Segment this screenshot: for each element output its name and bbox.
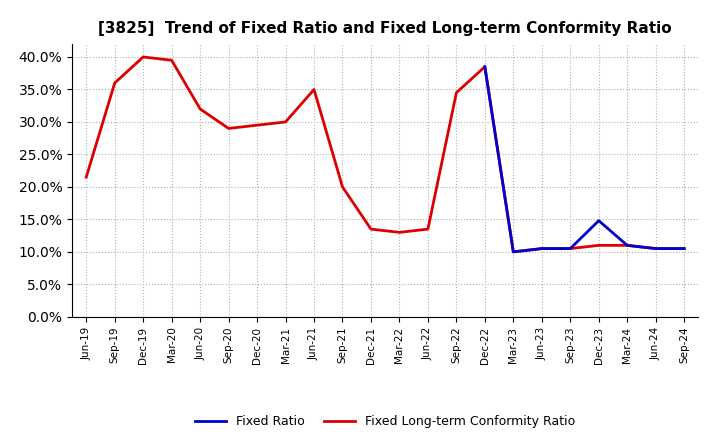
Fixed Long-term Conformity Ratio [480, 64, 489, 70]
Fixed Ratio [566, 246, 575, 251]
Fixed Long-term Conformity Ratio [110, 81, 119, 86]
Fixed Long-term Conformity Ratio [366, 227, 375, 232]
Fixed Long-term Conformity Ratio [139, 55, 148, 60]
Fixed Long-term Conformity Ratio [423, 227, 432, 232]
Fixed Long-term Conformity Ratio [82, 175, 91, 180]
Title: [3825]  Trend of Fixed Ratio and Fixed Long-term Conformity Ratio: [3825] Trend of Fixed Ratio and Fixed Lo… [99, 21, 672, 36]
Fixed Long-term Conformity Ratio [167, 58, 176, 63]
Fixed Ratio [623, 243, 631, 248]
Fixed Ratio [652, 246, 660, 251]
Fixed Long-term Conformity Ratio [652, 246, 660, 251]
Fixed Long-term Conformity Ratio [537, 246, 546, 251]
Line: Fixed Ratio: Fixed Ratio [485, 67, 684, 252]
Fixed Long-term Conformity Ratio [509, 249, 518, 254]
Line: Fixed Long-term Conformity Ratio: Fixed Long-term Conformity Ratio [86, 57, 684, 252]
Fixed Long-term Conformity Ratio [566, 246, 575, 251]
Fixed Ratio [480, 64, 489, 70]
Fixed Long-term Conformity Ratio [595, 243, 603, 248]
Fixed Ratio [537, 246, 546, 251]
Fixed Long-term Conformity Ratio [282, 119, 290, 125]
Fixed Long-term Conformity Ratio [623, 243, 631, 248]
Fixed Long-term Conformity Ratio [310, 87, 318, 92]
Fixed Long-term Conformity Ratio [225, 126, 233, 131]
Fixed Ratio [680, 246, 688, 251]
Fixed Long-term Conformity Ratio [395, 230, 404, 235]
Fixed Ratio [595, 218, 603, 224]
Fixed Long-term Conformity Ratio [680, 246, 688, 251]
Fixed Long-term Conformity Ratio [338, 184, 347, 190]
Fixed Long-term Conformity Ratio [452, 90, 461, 95]
Fixed Ratio [509, 249, 518, 254]
Fixed Long-term Conformity Ratio [253, 123, 261, 128]
Fixed Long-term Conformity Ratio [196, 106, 204, 112]
Legend: Fixed Ratio, Fixed Long-term Conformity Ratio: Fixed Ratio, Fixed Long-term Conformity … [190, 411, 580, 433]
